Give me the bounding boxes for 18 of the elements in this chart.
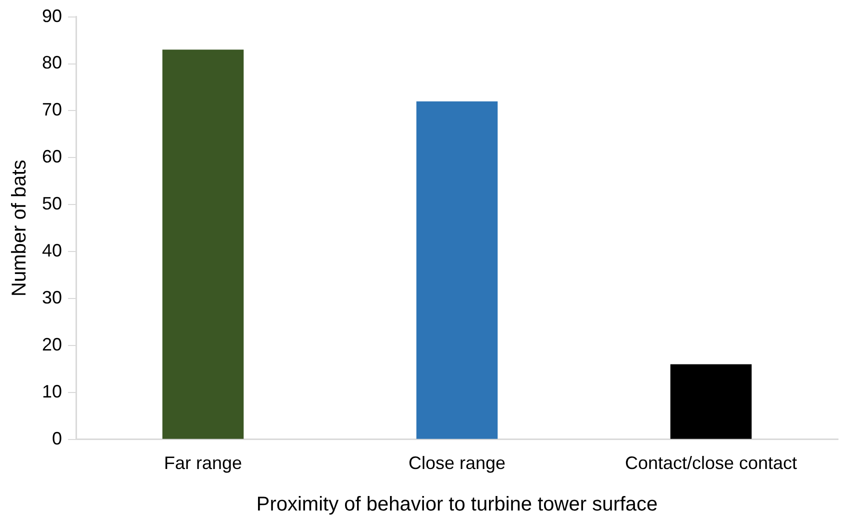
bar [162, 50, 244, 439]
y-tick-label: 60 [42, 146, 62, 167]
bar [416, 101, 498, 439]
y-tick-label: 80 [42, 52, 62, 73]
bar [670, 364, 752, 439]
y-axis-title: Number of bats [8, 160, 31, 296]
y-tick-label: 90 [42, 6, 62, 26]
x-axis-title: Proximity of behavior to turbine tower surface [256, 494, 658, 516]
y-tick-label: 20 [42, 334, 62, 354]
y-tick-label: 40 [42, 240, 62, 261]
y-tick-label: 70 [42, 100, 62, 120]
y-tick-label: 50 [42, 194, 62, 214]
y-tick-label: 10 [42, 381, 62, 402]
x-tick-label: Contact/close contact [624, 453, 798, 474]
x-tick-label: Far range [164, 453, 242, 474]
x-tick-label: Close range [408, 453, 506, 474]
y-tick-label: 30 [42, 288, 62, 308]
y-tick-label: 0 [52, 428, 62, 448]
